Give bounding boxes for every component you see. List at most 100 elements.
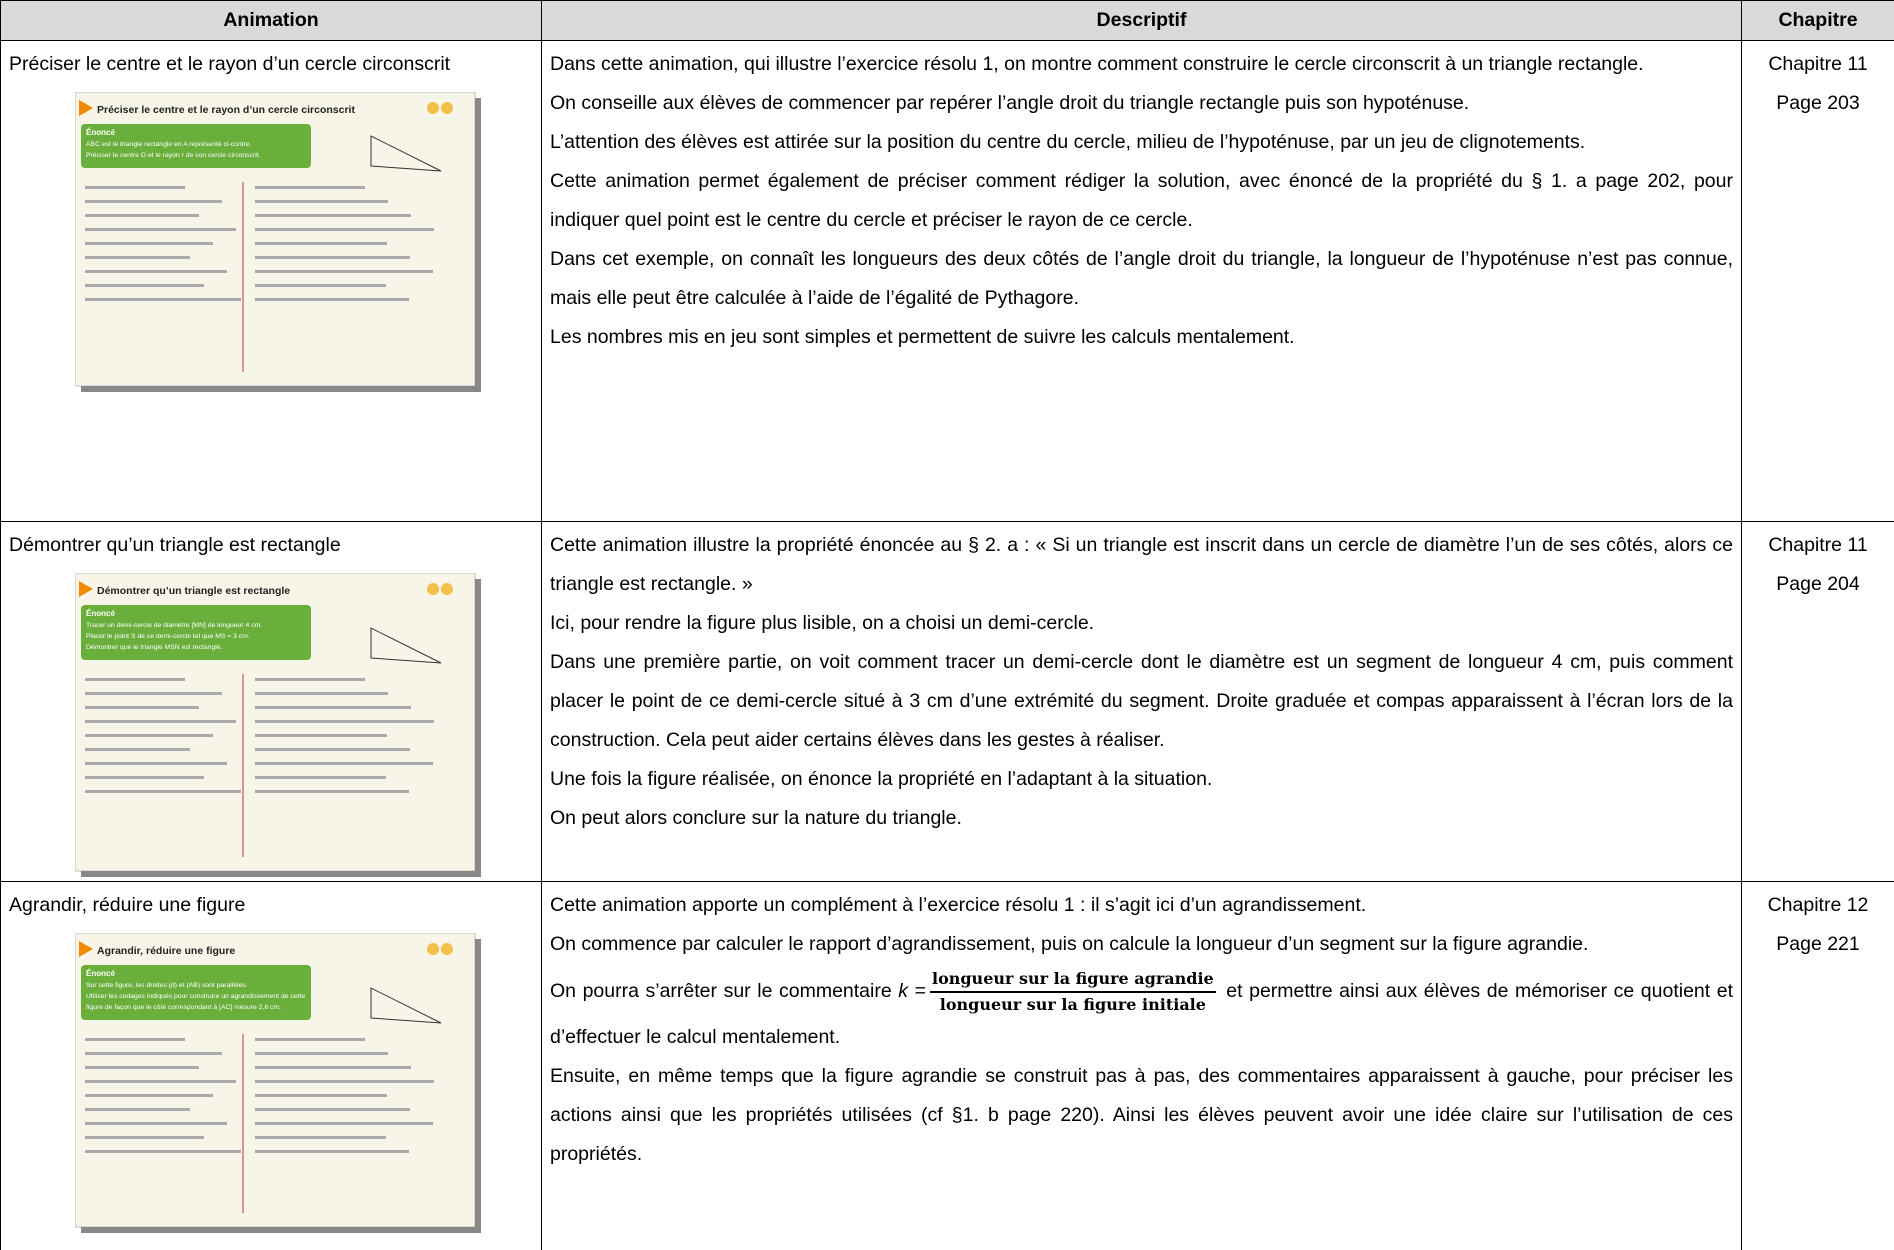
operator: = xyxy=(914,980,926,1002)
table-row: Agrandir, réduire une figure Agrandir, ré… xyxy=(0,881,1894,1250)
text-placeholder xyxy=(85,1122,227,1125)
description-paragraph: Ensuite, en même temps que la figure agr… xyxy=(550,1065,1733,1165)
thumbnail-shadow xyxy=(81,386,481,392)
statement-line: Préciser le centre O et le rayon r de so… xyxy=(86,152,261,159)
text-placeholder xyxy=(85,284,204,287)
text-placeholder xyxy=(85,1038,185,1041)
text-placeholder xyxy=(255,1038,365,1041)
chapter-cell: Chapitre 11 Page 204 xyxy=(1741,521,1894,882)
text-placeholder xyxy=(255,1080,434,1083)
fraction: longueur sur la figure agrandie longueur … xyxy=(929,967,1216,1017)
text-placeholder xyxy=(85,1150,241,1153)
table-head: Animation Descriptif Chapitre xyxy=(0,0,1894,41)
text-placeholder xyxy=(85,1052,222,1055)
chapter: Chapitre 12 xyxy=(1767,894,1869,916)
text-placeholder xyxy=(85,790,241,793)
thumbnail-title: Démontrer qu’un triangle est rectangle xyxy=(97,585,290,597)
text-placeholder xyxy=(85,242,213,245)
table-row: Démontrer qu’un triangle est rectangle Dé… xyxy=(0,521,1894,882)
description-paragraph: Cette animation illustre la propriété én… xyxy=(550,534,1733,595)
header-row: Animation Descriptif Chapitre xyxy=(0,0,1894,41)
text-placeholder xyxy=(255,692,388,695)
description-paragraph: Ici, pour rendre la figure plus lisible,… xyxy=(550,612,1095,634)
animation-title: Agrandir, réduire une figure xyxy=(9,894,246,916)
header-cell: Chapitre xyxy=(1741,0,1894,41)
text-placeholder xyxy=(255,720,434,723)
text-placeholder xyxy=(255,1150,409,1153)
description-paragraph: Les nombres mis en jeu sont simples et p… xyxy=(550,326,1295,348)
text-placeholder xyxy=(255,186,365,189)
animation-cell: Préciser le centre et le rayon d’un cerc… xyxy=(0,40,542,522)
page-number: Page 221 xyxy=(1776,933,1860,955)
text-placeholder xyxy=(85,1136,204,1139)
text-placeholder xyxy=(85,256,190,259)
nav-button xyxy=(427,102,439,114)
description-paragraph: On pourra s’arrêter sur le commentaire k… xyxy=(550,964,1733,1057)
thumbnail: Agrandir, réduire une figure Énoncé Sur ce… xyxy=(75,933,481,1233)
text-placeholder xyxy=(255,1066,411,1069)
thumbnail-shadow xyxy=(475,939,481,1233)
chapter-cell: Chapitre 12 Page 221 xyxy=(1741,881,1894,1250)
title-arrow xyxy=(79,100,93,116)
text-placeholder xyxy=(85,1108,190,1111)
description-paragraph: Dans une première partie, on voit commen… xyxy=(550,651,1733,751)
text-placeholder xyxy=(85,720,236,723)
text-placeholder xyxy=(85,270,227,273)
thumbnail: Préciser le centre et le rayon d’un cerc… xyxy=(75,92,481,392)
text-placeholder xyxy=(85,298,241,301)
description-paragraph: Dans cette animation, qui illustre l’exe… xyxy=(550,53,1644,75)
text: et permettre ainsi aux élèves de mémoris… xyxy=(550,980,1734,1048)
statement-heading: Énoncé xyxy=(86,969,115,978)
table-row: Préciser le centre et le rayon d’un cerc… xyxy=(0,40,1894,522)
thumbnail: Démontrer qu’un triangle est rectangle Én… xyxy=(75,573,481,877)
thumbnail-shadow xyxy=(81,871,481,877)
thumbnail-title: Préciser le centre et le rayon d’un cerc… xyxy=(97,104,355,116)
text-placeholder xyxy=(255,762,433,765)
text-placeholder xyxy=(85,678,185,681)
text-placeholder xyxy=(255,678,365,681)
page-number: Page 203 xyxy=(1776,92,1860,114)
text-placeholder xyxy=(85,734,213,737)
text-placeholder xyxy=(85,228,236,231)
formula-line-wrap: On pourra s’arrêter sur le commentaire k… xyxy=(550,969,1220,1014)
thumbnail-shadow xyxy=(475,579,481,877)
chapter: Chapitre 11 xyxy=(1768,534,1868,556)
statement-line: Tracer un demi-cercle de diamètre [MN] d… xyxy=(86,622,262,629)
animation-cell: Agrandir, réduire une figure Agrandir, ré… xyxy=(0,881,542,1250)
description-cell: Cette animation apporte un complément à … xyxy=(541,881,1742,1250)
text-placeholder xyxy=(255,270,433,273)
description-paragraph: Une fois la figure réalisée, on énonce l… xyxy=(550,768,1213,790)
figure xyxy=(370,135,442,172)
text-placeholder xyxy=(85,200,222,203)
thumbnail-shadow xyxy=(475,98,481,392)
nav-button xyxy=(427,583,439,595)
text-placeholder xyxy=(255,200,388,203)
text-placeholder xyxy=(255,1122,433,1125)
denominator: longueur sur la figure initiale xyxy=(939,994,1206,1014)
nav-button xyxy=(427,943,439,955)
nav-button xyxy=(441,102,453,114)
text-placeholder xyxy=(85,214,199,217)
animation-cell: Démontrer qu’un triangle est rectangle Dé… xyxy=(0,521,542,882)
text-placeholder xyxy=(85,748,190,751)
text-placeholder xyxy=(255,734,387,737)
text-placeholder xyxy=(255,298,409,301)
numerator: longueur sur la figure agrandie xyxy=(929,967,1216,993)
text-placeholder xyxy=(85,706,199,709)
description-cell: Cette animation illustre la propriété én… xyxy=(541,521,1742,882)
statement-line: Démontrer que le triangle MSN est rectan… xyxy=(86,644,222,651)
statement-line: Sur cette figure, les droites (d) et (AB… xyxy=(86,982,248,989)
text-placeholder xyxy=(255,776,386,779)
text-placeholder xyxy=(255,1094,387,1097)
text-placeholder xyxy=(85,1066,199,1069)
text-placeholder xyxy=(85,1080,236,1083)
description-paragraph: L’attention des élèves est attirée sur l… xyxy=(550,131,1586,153)
text-placeholder xyxy=(255,242,387,245)
nav-button xyxy=(441,583,453,595)
statement-box xyxy=(81,605,311,660)
animation-title: Démontrer qu’un triangle est rectangle xyxy=(9,534,341,556)
statement-line: Placer le point S de ce demi-cercle tel … xyxy=(86,633,250,640)
